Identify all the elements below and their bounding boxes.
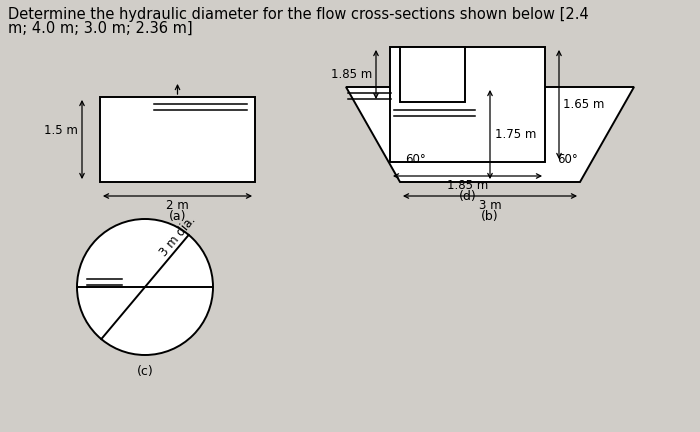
Text: 1.75 m: 1.75 m <box>495 128 536 141</box>
Polygon shape <box>346 87 634 182</box>
Polygon shape <box>100 97 255 182</box>
Text: 3 m: 3 m <box>479 199 501 212</box>
Text: 1.5 m: 1.5 m <box>44 124 78 137</box>
Text: 1.85 m: 1.85 m <box>330 68 372 81</box>
Text: m; 4.0 m; 3.0 m; 2.36 m]: m; 4.0 m; 3.0 m; 2.36 m] <box>8 21 192 36</box>
Text: 2 m: 2 m <box>166 199 189 212</box>
Text: 1.85 m: 1.85 m <box>447 179 488 192</box>
Polygon shape <box>400 47 465 102</box>
Text: 60°: 60° <box>405 153 426 166</box>
Text: 3 m dia.: 3 m dia. <box>157 214 198 259</box>
Text: (d): (d) <box>458 190 477 203</box>
Polygon shape <box>390 47 545 162</box>
Text: (b): (b) <box>481 210 499 223</box>
Text: 60°: 60° <box>557 153 578 166</box>
Text: (a): (a) <box>169 210 186 223</box>
Text: Determine the hydraulic diameter for the flow cross-sections shown below [2.4: Determine the hydraulic diameter for the… <box>8 7 589 22</box>
Text: 1.65 m: 1.65 m <box>563 98 604 111</box>
Text: (c): (c) <box>136 365 153 378</box>
Circle shape <box>77 219 213 355</box>
